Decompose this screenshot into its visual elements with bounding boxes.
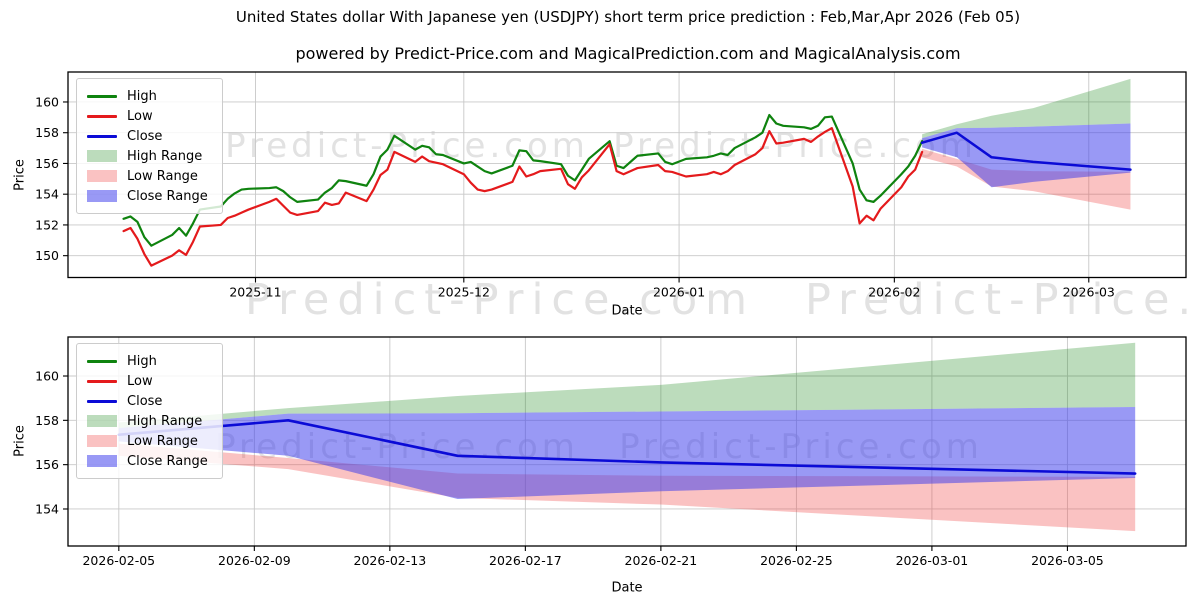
- legend-label: High Range: [127, 413, 203, 429]
- legend-label: Low: [127, 108, 153, 124]
- legend-item-close: Close: [87, 391, 208, 411]
- legend-patch-swatch: [87, 455, 117, 467]
- legend-line-swatch: [87, 359, 117, 363]
- legend-label: Close Range: [127, 453, 208, 469]
- y-axis-label-top-chart: Price: [12, 159, 28, 191]
- legend-item-low: Low: [87, 371, 208, 391]
- x-tick-label: 2025-12: [438, 285, 490, 300]
- y-tick-label: 154: [35, 187, 59, 202]
- legend-label: Close: [127, 393, 163, 409]
- legend-line-swatch: [87, 94, 117, 98]
- y-tick-label: 160: [35, 369, 59, 384]
- y-tick-label: 152: [35, 217, 59, 232]
- legend-label: Low: [127, 373, 153, 389]
- x-tick-label: 2026-02-05: [82, 553, 155, 568]
- y-axis-label-bottom-chart: Price: [12, 425, 28, 457]
- series-close-line: [920, 131, 1132, 171]
- legend-label: High: [127, 353, 157, 369]
- plot-frame: [67, 336, 1187, 547]
- x-axis-label-top-chart: Date: [611, 303, 643, 319]
- y-tick-label: 154: [35, 501, 59, 516]
- x-tick-label: 2026-02: [868, 285, 920, 300]
- legend-label: Low Range: [127, 168, 198, 184]
- legend-label: High: [127, 88, 157, 104]
- legend-item-close: Close: [87, 126, 208, 146]
- legend-line-swatch: [87, 114, 117, 118]
- x-tick-label: 2026-02-21: [625, 553, 698, 568]
- legend-line-swatch: [87, 134, 117, 138]
- watermark-text: Predict-Price.com: [244, 275, 756, 325]
- legend-patch-swatch: [87, 415, 117, 427]
- x-tick-label: 2026-02-13: [354, 553, 427, 568]
- legend-patch-swatch: [87, 150, 117, 162]
- watermark-text: Predict-Price.com: [804, 275, 1200, 325]
- legend-item-high: High: [87, 351, 208, 371]
- x-tick-label: 2026-03-05: [1031, 553, 1104, 568]
- y-tick-label: 156: [35, 156, 59, 171]
- chart-usdjpy-forecast-detail: 154 156 158 160 2026-02-05 2026-02-09 2026-02-…: [35, 336, 1187, 568]
- legend-item-low-range: Low Range: [87, 431, 208, 451]
- band-high-range: [922, 78, 1131, 139]
- y-tick-label: 158: [35, 125, 59, 140]
- series-close-line: [117, 419, 1137, 475]
- x-tick-label: 2026-03: [1063, 285, 1115, 300]
- legend-label: Close Range: [127, 188, 208, 204]
- legend-bottom-chart: High Low Close High Range Low Range Close Ran…: [76, 343, 223, 479]
- y-tick-label: 156: [35, 457, 59, 472]
- band-high-range: [118, 342, 1136, 429]
- legend-item-high: High: [87, 86, 208, 106]
- legend-label: Close: [127, 128, 163, 144]
- page-title: United States dollar With Japanese yen (…: [235, 8, 1021, 26]
- page-subtitle: powered by Predict-Price.com and Magical…: [295, 44, 961, 63]
- legend-item-high-range: High Range: [87, 411, 208, 431]
- chart-usdjpy-history-and-forecast: 150 152 154 156 158 160 2025-11 2025-12 2026-01 2…: [35, 71, 1187, 300]
- series-low-line: [122, 127, 924, 267]
- x-tick-label: 2025-11: [229, 285, 281, 300]
- y-tick-label: 160: [35, 94, 59, 109]
- x-tick-label: 2026-02-17: [489, 553, 562, 568]
- plot-frame: [67, 71, 1187, 279]
- legend-item-close-range: Close Range: [87, 451, 208, 471]
- legend-patch-swatch: [87, 190, 117, 202]
- x-tick-label: 2026-02-09: [218, 553, 291, 568]
- legend-patch-swatch: [87, 170, 117, 182]
- legend-patch-swatch: [87, 435, 117, 447]
- y-tick-label: 150: [35, 248, 59, 263]
- legend-item-low: Low: [87, 106, 208, 126]
- legend-item-close-range: Close Range: [87, 186, 208, 206]
- legend-item-low-range: Low Range: [87, 166, 208, 186]
- legend-item-high-range: High Range: [87, 146, 208, 166]
- y-tick-label: 158: [35, 413, 59, 428]
- series-high-line: [122, 113, 924, 247]
- legend-label: Low Range: [127, 433, 198, 449]
- legend-line-swatch: [87, 399, 117, 403]
- x-axis-label-bottom-chart: Date: [611, 580, 643, 596]
- band-close-range: [118, 407, 1136, 500]
- x-tick-label: 2026-03-01: [896, 553, 969, 568]
- x-tick-label: 2026-02-25: [760, 553, 833, 568]
- legend-line-swatch: [87, 379, 117, 383]
- legend-top-chart: High Low Close High Range Low Range Close Ran…: [76, 78, 223, 214]
- x-tick-label: 2026-01: [653, 285, 705, 300]
- legend-label: High Range: [127, 148, 203, 164]
- band-close-range: [922, 123, 1131, 188]
